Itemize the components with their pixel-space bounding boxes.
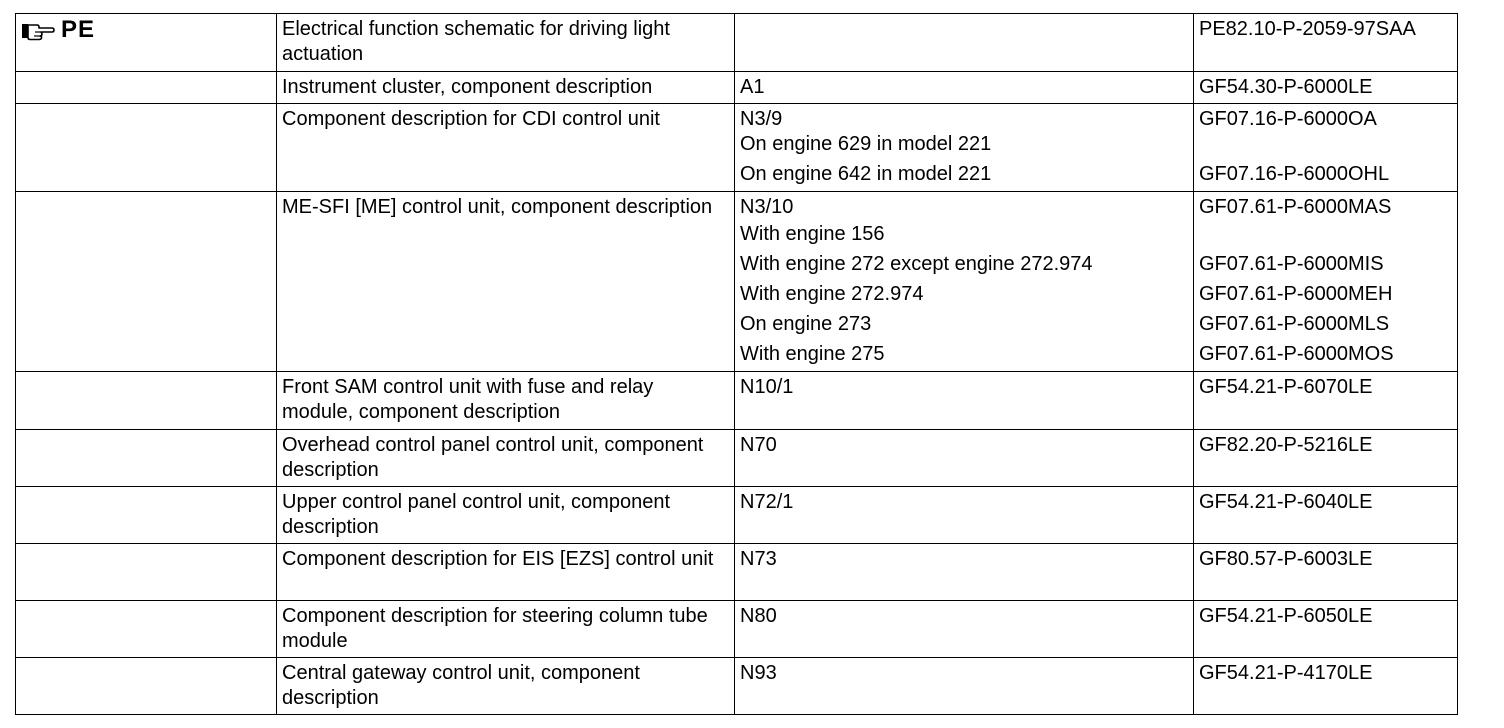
reference-cell: GF54.21-P-6040LE — [1193, 486, 1458, 544]
description-cell: Electrical function schematic for drivin… — [276, 13, 735, 72]
component-cell: N3/10 With engine 156 With engine 272 ex… — [734, 191, 1194, 372]
description-text: Upper control panel control unit, compon… — [282, 491, 671, 538]
component-cell: N80 — [734, 600, 1194, 658]
table-row: Component description for CDI control un… — [15, 103, 1458, 192]
description-cell: Central gateway control unit, component … — [276, 657, 735, 715]
component-variant: On engine 629 in model 221 — [740, 133, 992, 155]
component-code: A1 — [740, 76, 765, 98]
description-text: ME-SFI [ME] control unit, component desc… — [282, 196, 713, 218]
reference-cell: GF07.61-P-6000MAS GF07.61-P-6000MIS GF07… — [1193, 191, 1458, 372]
marker-cell — [15, 71, 277, 104]
component-variant: On engine 642 in model 221 — [740, 163, 992, 185]
component-cell: N70 — [734, 429, 1194, 487]
description-cell: Overhead control panel control unit, com… — [276, 429, 735, 487]
reference-link[interactable]: GF82.20-P-5216LE — [1199, 434, 1373, 456]
component-code: N70 — [740, 434, 777, 456]
pe-marker: PE — [21, 17, 271, 43]
marker-cell — [15, 543, 277, 601]
component-cell: A1 — [734, 71, 1194, 104]
reference-cell: GF54.21-P-4170LE — [1193, 657, 1458, 715]
description-cell: Component description for CDI control un… — [276, 103, 735, 192]
component-cell: N10/1 — [734, 371, 1194, 430]
reference-link[interactable]: GF07.61-P-6000MEH — [1199, 283, 1393, 305]
marker-cell — [15, 103, 277, 192]
marker-cell — [15, 191, 277, 372]
reference-link[interactable]: GF07.61-P-6000MLS — [1199, 313, 1390, 335]
reference-cell: GF80.57-P-6003LE — [1193, 543, 1458, 601]
reference-link[interactable]: GF54.30-P-6000LE — [1199, 76, 1373, 98]
component-variant: With engine 275 — [740, 343, 885, 365]
table-row: Component description for steering colum… — [15, 600, 1458, 658]
description-text: Component description for CDI control un… — [282, 108, 660, 130]
component-cell: N73 — [734, 543, 1194, 601]
reference-link[interactable]: GF54.21-P-4170LE — [1199, 662, 1373, 684]
reference-cell: GF82.20-P-5216LE — [1193, 429, 1458, 487]
description-text: Overhead control panel control unit, com… — [282, 434, 704, 481]
reference-cell: PE82.10-P-2059-97SAA — [1193, 13, 1458, 72]
description-cell: ME-SFI [ME] control unit, component desc… — [276, 191, 735, 372]
component-code: N80 — [740, 605, 777, 627]
description-text: Electrical function schematic for drivin… — [282, 18, 670, 65]
table-row: Upper control panel control unit, compon… — [15, 486, 1458, 544]
description-cell: Front SAM control unit with fuse and rel… — [276, 371, 735, 430]
reference-cell: GF07.16-P-6000OA GF07.16-P-6000OHL — [1193, 103, 1458, 192]
reference-link[interactable]: GF54.21-P-6070LE — [1199, 376, 1373, 398]
description-text: Component description for steering colum… — [282, 605, 708, 652]
description-cell: Component description for steering colum… — [276, 600, 735, 658]
reference-link[interactable]: GF07.61-P-6000MIS — [1199, 253, 1384, 275]
table-row: Component description for EIS [EZS] cont… — [15, 543, 1458, 601]
description-text: Component description for EIS [EZS] cont… — [282, 548, 714, 570]
reference-link[interactable]: GF07.16-P-6000OA — [1199, 108, 1377, 130]
reference-link[interactable]: GF07.61-P-6000MAS — [1199, 196, 1392, 218]
component-code: N73 — [740, 548, 777, 570]
table-row: ME-SFI [ME] control unit, component desc… — [15, 191, 1458, 372]
pe-marker-label: PE — [61, 16, 96, 43]
component-cell: N72/1 — [734, 486, 1194, 544]
reference-link[interactable]: GF54.21-P-6050LE — [1199, 605, 1373, 627]
table-row: Central gateway control unit, component … — [15, 657, 1458, 715]
table-row: PE Electrical function schematic for dri… — [15, 13, 1458, 72]
marker-cell — [15, 657, 277, 715]
table-row: Overhead control panel control unit, com… — [15, 429, 1458, 487]
component-cell — [734, 13, 1194, 72]
component-variant: With engine 156 — [740, 223, 885, 245]
component-variant: With engine 272.974 — [740, 283, 924, 305]
component-cell: N3/9 On engine 629 in model 221 On engin… — [734, 103, 1194, 192]
reference-cell: GF54.30-P-6000LE — [1193, 71, 1458, 104]
reference-link[interactable]: GF80.57-P-6003LE — [1199, 548, 1373, 570]
description-cell: Instrument cluster, component descriptio… — [276, 71, 735, 104]
marker-cell — [15, 486, 277, 544]
pointing-hand-icon — [22, 24, 55, 41]
component-code: N72/1 — [740, 491, 794, 513]
description-cell: Upper control panel control unit, compon… — [276, 486, 735, 544]
component-code: N3/10 — [740, 196, 794, 218]
component-variant: On engine 273 — [740, 313, 872, 335]
table-row: Front SAM control unit with fuse and rel… — [15, 371, 1458, 430]
reference-link[interactable]: GF07.16-P-6000OHL — [1199, 163, 1390, 185]
reference-link[interactable]: GF07.61-P-6000MOS — [1199, 343, 1394, 365]
component-cell: N93 — [734, 657, 1194, 715]
reference-cell: GF54.21-P-6070LE — [1193, 371, 1458, 430]
marker-cell — [15, 429, 277, 487]
marker-cell — [15, 371, 277, 430]
component-code: N3/9 — [740, 108, 783, 130]
component-code: N93 — [740, 662, 777, 684]
reference-cell: GF54.21-P-6050LE — [1193, 600, 1458, 658]
description-text: Central gateway control unit, component … — [282, 662, 640, 709]
table-row: Instrument cluster, component descriptio… — [15, 71, 1458, 104]
reference-link[interactable]: GF54.21-P-6040LE — [1199, 491, 1373, 513]
description-text: Front SAM control unit with fuse and rel… — [282, 376, 654, 423]
reference-link[interactable]: PE82.10-P-2059-97SAA — [1199, 18, 1416, 40]
description-cell: Component description for EIS [EZS] cont… — [276, 543, 735, 601]
marker-cell: PE — [15, 13, 277, 72]
marker-cell — [15, 600, 277, 658]
reference-table: PE Electrical function schematic for dri… — [15, 13, 1458, 715]
component-code: N10/1 — [740, 376, 794, 398]
description-text: Instrument cluster, component descriptio… — [282, 76, 653, 98]
component-variant: With engine 272 except engine 272.974 — [740, 253, 1093, 275]
